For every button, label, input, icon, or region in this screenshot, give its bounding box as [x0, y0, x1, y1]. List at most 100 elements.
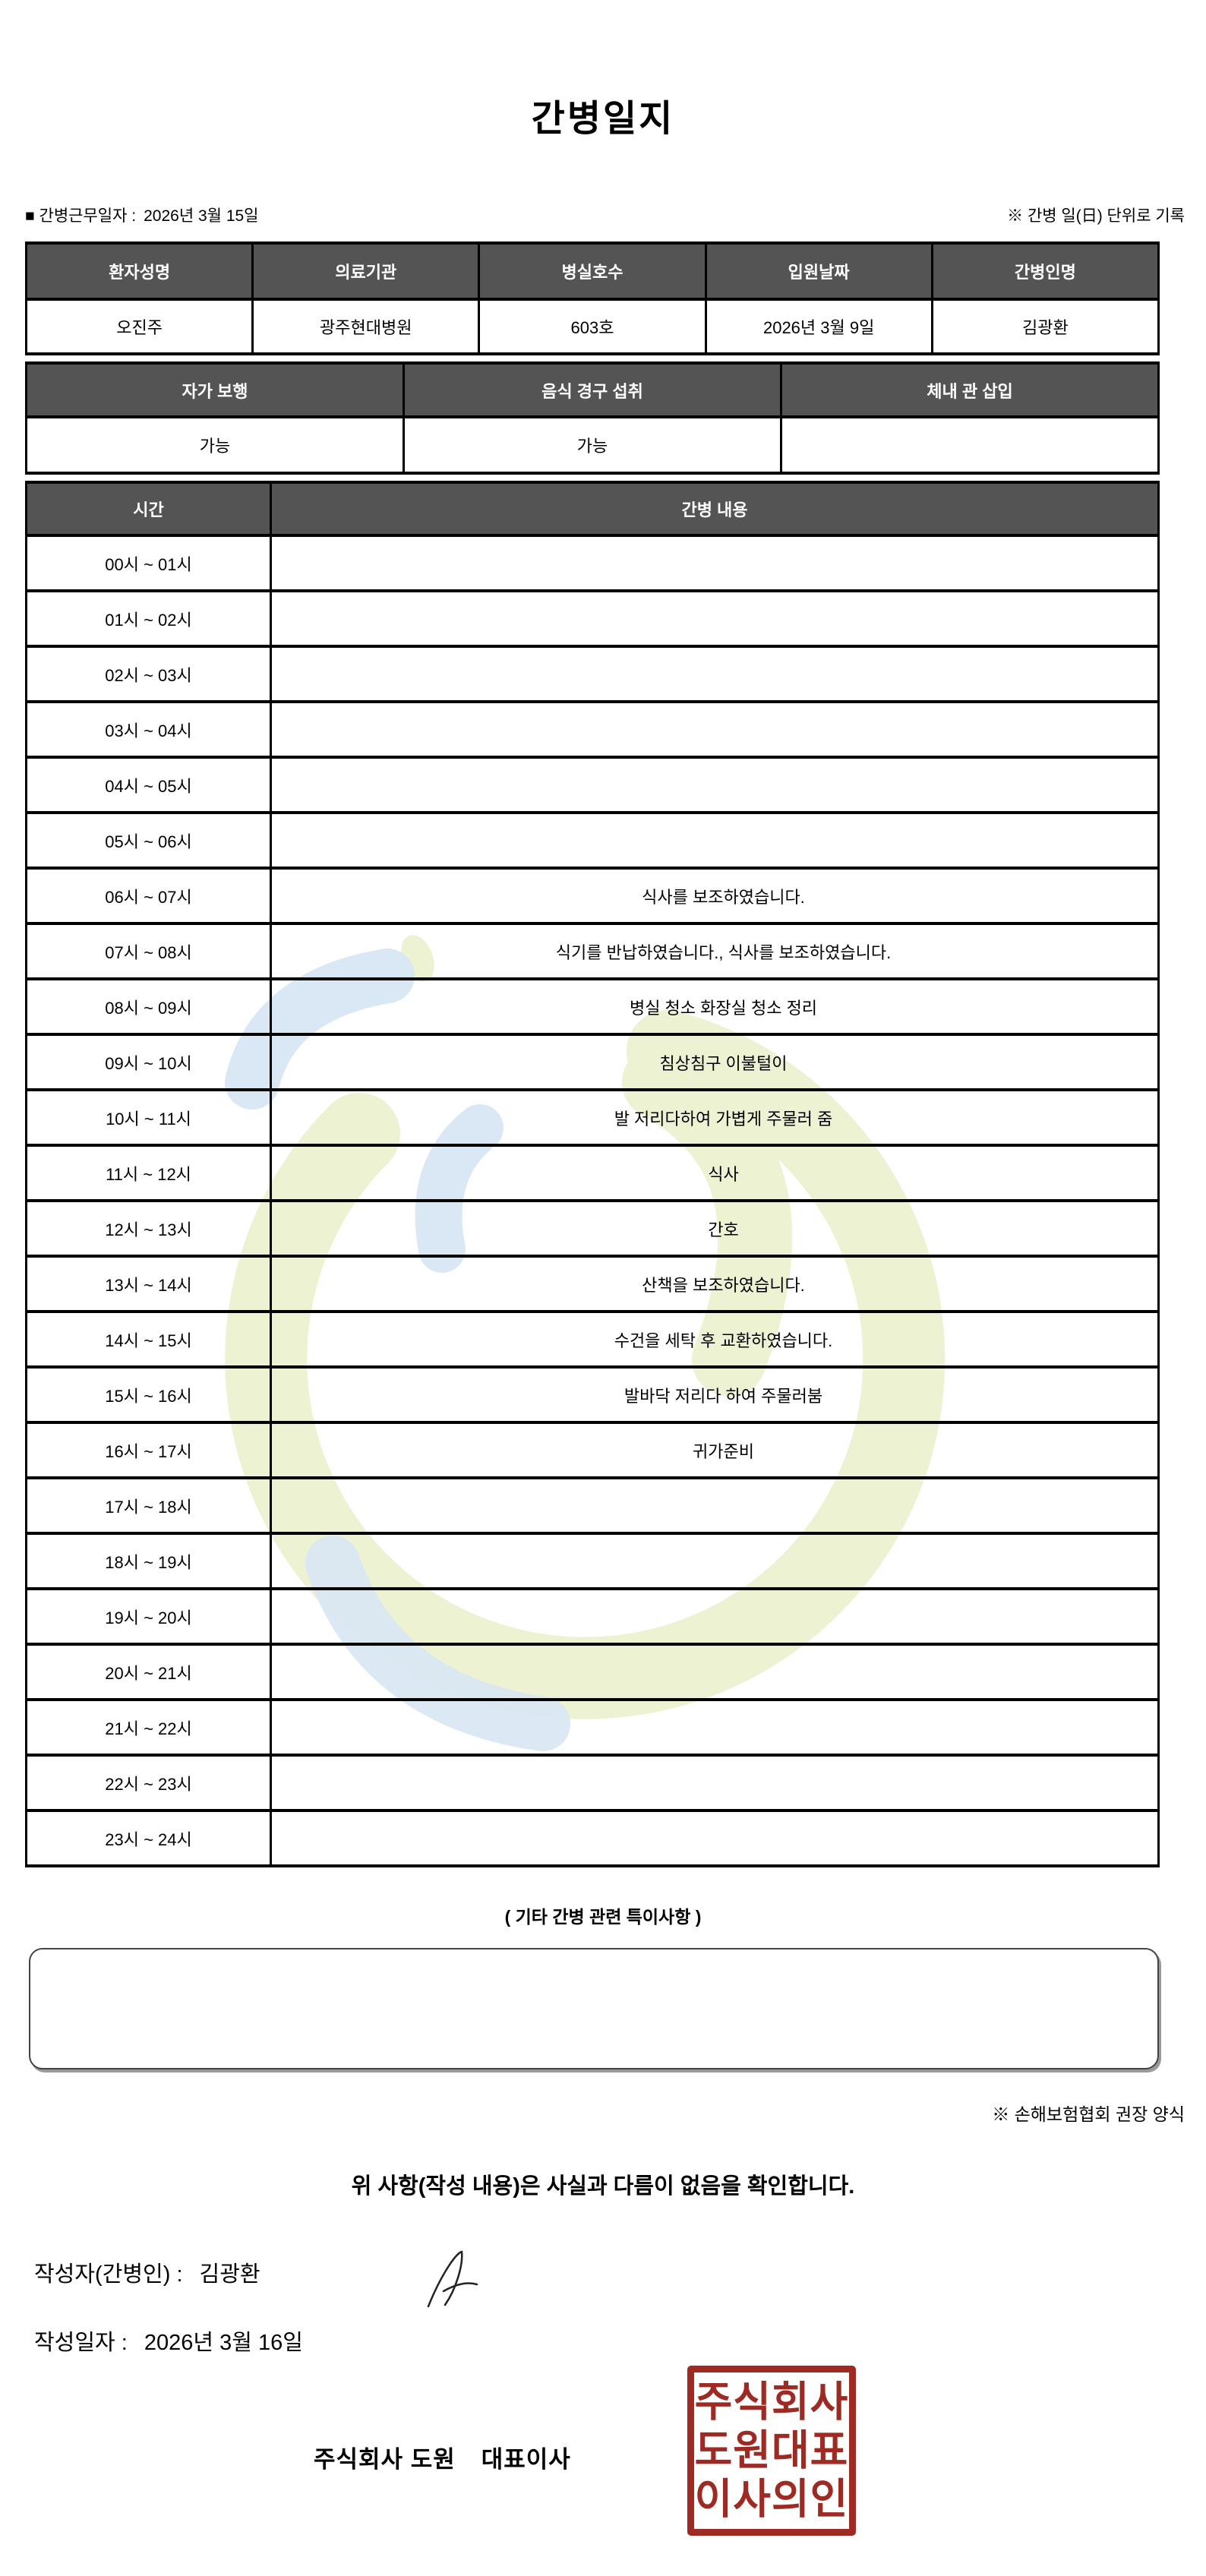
special-notes-box — [29, 1948, 1159, 2069]
time-cell: 17시 ~ 18시 — [25, 1476, 272, 1535]
care-content-cell: 간호 — [270, 1199, 1160, 1258]
writer-line: 작성자(간병인) : 김광환 — [34, 2250, 1206, 2308]
care-content-cell — [270, 645, 1160, 703]
value-self-walking: 가능 — [25, 415, 405, 475]
company-name: 주식회사 도원 — [314, 2446, 456, 2473]
header-room-number: 병실호수 — [478, 242, 707, 301]
care-log-row: 03시 ~ 04시 — [25, 700, 1160, 759]
care-log-row: 14시 ~ 15시 수건을 세탁 후 교환하였습니다. — [25, 1310, 1160, 1368]
value-room-number: 603호 — [478, 298, 707, 355]
value-caregiver-name: 김광환 — [930, 298, 1160, 355]
header-self-walking: 자가 보행 — [25, 361, 405, 418]
confirmation-statement: 위 사항(작성 내용)은 사실과 다름이 없음을 확인합니다. — [351, 2174, 855, 2199]
time-cell: 15시 ~ 16시 — [25, 1365, 272, 1424]
care-content-cell — [270, 1698, 1160, 1757]
care-content-cell: 발 저리다하여 가볍게 주물러 줌 — [270, 1088, 1160, 1147]
time-cell: 10시 ~ 11시 — [25, 1088, 272, 1147]
time-cell: 22시 ~ 23시 — [25, 1754, 272, 1812]
writer-label: 작성자(간병인) : — [34, 2262, 183, 2287]
time-cell: 20시 ~ 21시 — [25, 1643, 272, 1701]
care-log-row: 02시 ~ 03시 — [25, 645, 1160, 703]
care-content-cell: 발바닥 저리다 하여 주물러붐 — [270, 1365, 1160, 1424]
care-log-row: 00시 ~ 01시 — [25, 534, 1160, 592]
care-content-cell — [270, 700, 1160, 759]
care-log-row: 05시 ~ 06시 — [25, 811, 1160, 870]
header-time: 시간 — [25, 481, 272, 537]
care-log-row: 12시 ~ 13시 간호 — [25, 1199, 1160, 1258]
care-content-cell — [270, 811, 1160, 870]
company-seal-block: 주식회사 도원 대표이사 주식회사 도원대표 이사의인 — [0, 2366, 1206, 2548]
form-recommendation-note: ※ 손해보험협회 권장 양식 — [992, 2104, 1185, 2124]
care-log-row: 08시 ~ 09시 병실 청소 화장실 청소 정리 — [25, 977, 1160, 1036]
time-cell: 05시 ~ 06시 — [25, 811, 272, 870]
care-log-row: 22시 ~ 23시 — [25, 1754, 1160, 1812]
care-log-row: 15시 ~ 16시 발바닥 저리다 하여 주물러붐 — [25, 1365, 1160, 1424]
value-tube-insertion — [780, 415, 1160, 475]
care-log-row: 07시 ~ 08시 식기를 반납하였습니다., 식사를 보조하였습니다. — [25, 922, 1160, 980]
care-content-cell: 식사를 보조하였습니다. — [270, 867, 1160, 925]
header-oral-intake: 음식 경구 섭취 — [403, 361, 782, 418]
care-content-cell — [270, 1643, 1160, 1701]
write-date-label: 작성일자 : — [34, 2331, 128, 2355]
care-content-cell: 산책을 보조하였습니다. — [270, 1255, 1160, 1313]
care-log-row: 13시 ~ 14시 산책을 보조하였습니다. — [25, 1255, 1160, 1313]
condition-header-row: 자가 보행 음식 경구 섭취 체내 관 삽입 — [25, 361, 1160, 418]
write-date-line: 작성일자 : 2026년 3월 16일 — [34, 2325, 1206, 2357]
care-log-row: 01시 ~ 02시 — [25, 589, 1160, 648]
care-content-cell: 침상침구 이불털이 — [270, 1033, 1160, 1091]
time-cell: 16시 ~ 17시 — [25, 1421, 272, 1479]
care-log-row: 10시 ~ 11시 발 저리다하여 가볍게 주물러 줌 — [25, 1088, 1160, 1147]
header-medical-institution: 의료기관 — [251, 242, 481, 301]
care-log-row: 17시 ~ 18시 — [25, 1476, 1160, 1535]
header-patient-name: 환자성명 — [24, 242, 254, 301]
time-cell: 02시 ~ 03시 — [25, 645, 272, 703]
time-cell: 11시 ~ 12시 — [25, 1144, 272, 1202]
care-work-date-label: ■ 간병근무일자 : — [25, 207, 137, 225]
care-work-date: ■ 간병근무일자 : 2026년 3월 15일 — [25, 204, 267, 226]
care-content-cell: 식기를 반납하였습니다., 식사를 보조하였습니다. — [270, 922, 1160, 980]
seal-line-3: 이사의인 — [694, 2476, 849, 2523]
care-log-row: 09시 ~ 10시 침상침구 이불털이 — [25, 1033, 1160, 1091]
company-seal-stamp-icon: 주식회사 도원대표 이사의인 — [687, 2366, 856, 2536]
time-cell: 04시 ~ 05시 — [25, 756, 272, 814]
company-line: 주식회사 도원 대표이사 — [314, 2440, 571, 2474]
care-log-row: 04시 ~ 05시 — [25, 756, 1160, 814]
time-cell: 19시 ~ 20시 — [25, 1587, 272, 1646]
record-unit-note: ※ 간병 일(日) 단위로 기록 — [1007, 207, 1185, 225]
care-work-date-value: 2026년 3월 15일 — [144, 207, 259, 225]
time-cell: 21시 ~ 22시 — [25, 1698, 272, 1757]
care-log-row: 11시 ~ 12시 식사 — [25, 1144, 1160, 1202]
seal-line-1: 주식회사 — [694, 2379, 849, 2426]
write-date-value: 2026년 3월 16일 — [144, 2331, 303, 2355]
header-admission-date: 입원날짜 — [704, 242, 933, 301]
care-content-cell: 병실 청소 화장실 청소 정리 — [270, 977, 1160, 1036]
time-cell: 01시 ~ 02시 — [25, 589, 272, 648]
care-content-cell — [270, 534, 1160, 592]
time-cell: 12시 ~ 13시 — [25, 1199, 272, 1258]
patient-condition-table: 자가 보행 음식 경구 섭취 체내 관 삽입 가능 가능 — [25, 361, 1160, 475]
care-log-table: 시간 간병 내용 00시 ~ 01시 01시 ~ 02시 02시 ~ 03시 — [25, 481, 1160, 1867]
company-representative-title: 대표이사 — [481, 2446, 571, 2473]
time-cell: 06시 ~ 07시 — [25, 867, 272, 925]
condition-value-row: 가능 가능 — [25, 415, 1160, 475]
time-cell: 03시 ~ 04시 — [25, 700, 272, 759]
care-log-row: 19시 ~ 20시 — [25, 1587, 1160, 1646]
care-content-cell: 귀가준비 — [270, 1421, 1160, 1479]
meta-row: ■ 간병근무일자 : 2026년 3월 15일 ※ 간병 일(日) 단위로 기록 — [25, 204, 1185, 226]
value-oral-intake: 가능 — [403, 415, 782, 475]
time-cell: 18시 ~ 19시 — [25, 1532, 272, 1590]
care-log-row: 18시 ~ 19시 — [25, 1532, 1160, 1590]
care-content-cell — [270, 589, 1160, 648]
header-care-content: 간병 내용 — [270, 481, 1160, 537]
patient-info-header-row: 환자성명 의료기관 병실호수 입원날짜 간병인명 — [24, 242, 1160, 301]
care-log-header-row: 시간 간병 내용 — [25, 481, 1160, 537]
special-notes-title: ( 기타 간병 관련 특이사항 ) — [504, 1907, 702, 1927]
care-content-cell — [270, 1476, 1160, 1535]
value-medical-institution: 광주현대병원 — [251, 298, 481, 355]
time-cell: 07시 ~ 08시 — [25, 922, 272, 980]
time-cell: 00시 ~ 01시 — [25, 534, 272, 592]
care-log-row: 20시 ~ 21시 — [25, 1643, 1160, 1701]
value-patient-name: 오진주 — [24, 298, 254, 355]
time-cell: 13시 ~ 14시 — [25, 1255, 272, 1313]
header-tube-insertion: 체내 관 삽입 — [780, 361, 1160, 418]
